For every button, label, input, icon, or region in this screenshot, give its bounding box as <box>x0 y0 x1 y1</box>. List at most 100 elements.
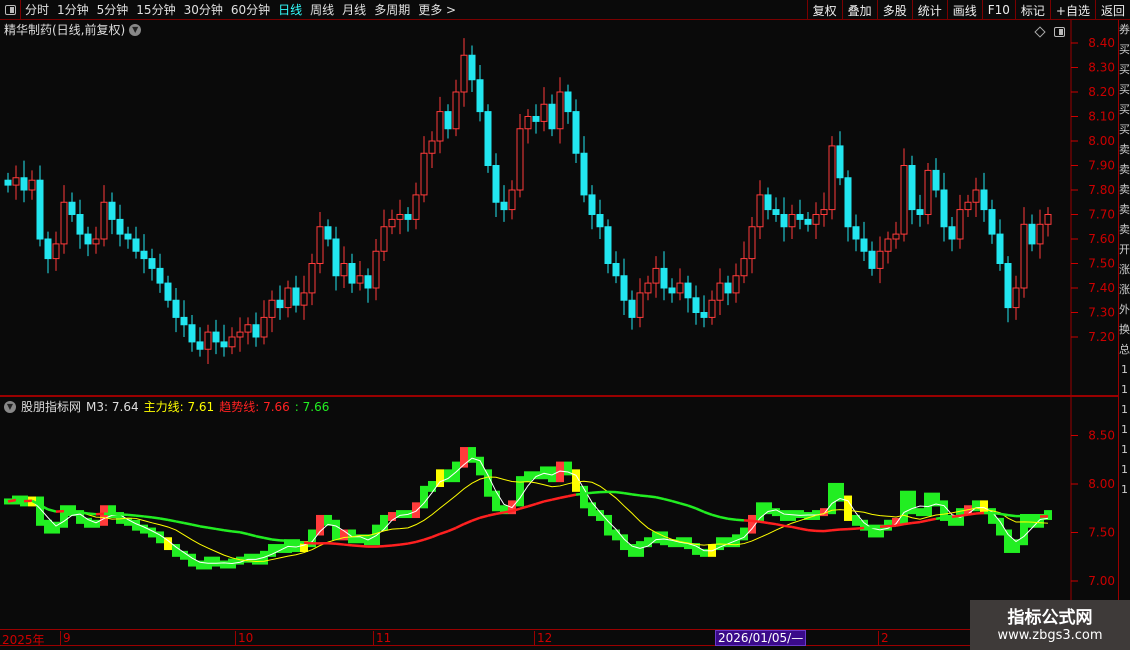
candle <box>820 209 828 216</box>
candle <box>908 165 916 211</box>
trend-line-segment <box>415 538 425 544</box>
indicator-block <box>804 512 812 520</box>
diamond-icon[interactable] <box>1034 26 1046 38</box>
indicator-name[interactable]: 股朋指标网 <box>21 400 82 414</box>
trend-line-segment <box>383 544 393 548</box>
indicator-legend: ▼ 股朋指标网 M3: 7.64 主力线: 7.61 趋势线: 7.66 : 7… <box>4 398 329 415</box>
indicator-block <box>236 556 244 565</box>
period-tab[interactable]: 30分钟 <box>183 3 223 17</box>
toolbar-button[interactable]: 复权 <box>806 0 842 20</box>
candle <box>636 292 644 318</box>
toolbar-button[interactable]: 多股 <box>876 0 912 20</box>
chevron-down-icon[interactable]: ▼ <box>129 23 142 36</box>
candle <box>852 226 860 240</box>
indicator-block <box>1004 529 1012 553</box>
period-tab[interactable]: 15分钟 <box>136 3 176 17</box>
trend-line-segment <box>391 543 401 547</box>
candle <box>300 292 308 306</box>
y-tick-label: 7.80 <box>1088 183 1115 197</box>
chevron-down-icon[interactable]: ▼ <box>4 400 16 413</box>
trend-line-segment <box>535 500 545 506</box>
candle <box>756 194 764 228</box>
period-tab[interactable]: 多周期 <box>374 3 411 17</box>
toolbar-button[interactable]: F10 <box>981 0 1015 20</box>
trend-line-segment <box>623 491 633 496</box>
toolbar-button[interactable]: 标记 <box>1014 0 1050 20</box>
candle <box>476 79 484 113</box>
candle <box>524 116 532 130</box>
period-tab[interactable]: 更多 > <box>418 3 457 17</box>
trend-line-segment <box>735 518 745 522</box>
trend-line-segment <box>487 512 497 517</box>
trend-line-segment <box>143 515 153 519</box>
period-tab[interactable]: 分时 <box>25 3 50 17</box>
indicator-block <box>196 560 204 570</box>
period-tab[interactable]: 1分钟 <box>57 3 89 17</box>
period-tab[interactable]: 60分钟 <box>230 3 271 17</box>
trend-line-segment <box>423 535 433 541</box>
indicator-block <box>628 544 636 557</box>
trend-line-segment <box>287 539 297 543</box>
candle <box>468 54 476 81</box>
trend-line-segment <box>775 522 785 528</box>
period-tab[interactable]: 周线 <box>310 3 335 17</box>
panel-toggle-icon[interactable] <box>0 0 21 20</box>
candle <box>1020 223 1028 289</box>
toolbar-buttons: 复权 叠加 多股 统计 画线 F10 标记 +自选 返回 <box>806 0 1130 20</box>
indicator-block <box>548 466 556 483</box>
toolbar-button[interactable]: 统计 <box>911 0 947 20</box>
candle <box>108 201 116 220</box>
trend-line-segment <box>687 504 697 510</box>
y-tick-label: 7.40 <box>1088 281 1115 295</box>
indicator-block <box>412 502 420 519</box>
candle <box>220 341 228 348</box>
trend-line-segment <box>503 509 513 514</box>
candle <box>572 111 580 154</box>
candle <box>580 152 588 196</box>
toolbar-button[interactable]: 画线 <box>946 0 982 20</box>
trend-line-segment <box>271 538 281 542</box>
trend-line-segment <box>39 504 49 511</box>
panel-toggle-icon[interactable] <box>1052 22 1066 42</box>
trend-line-segment <box>895 522 905 527</box>
candle <box>12 177 20 186</box>
candle <box>4 179 12 186</box>
candle <box>644 282 652 294</box>
candle <box>196 341 204 350</box>
indicator-block <box>724 537 732 548</box>
indicator-block <box>140 524 148 534</box>
toolbar-button[interactable]: 叠加 <box>841 0 877 20</box>
candle <box>212 331 220 343</box>
trend-line-segment <box>919 519 929 524</box>
candle <box>556 91 564 130</box>
side-strip-char: 买 <box>1119 63 1130 76</box>
candle <box>860 238 868 252</box>
date-axis: 2025年 9 10 11 12 2 2026/01/05/— <box>0 629 1130 647</box>
period-tab[interactable]: 5分钟 <box>96 3 129 17</box>
indicator-block <box>468 447 476 463</box>
candle <box>172 299 180 318</box>
period-tab[interactable]: 日线 <box>278 3 303 17</box>
indicator-block <box>108 505 116 519</box>
date-label-month: 2 <box>878 631 889 646</box>
candle <box>188 324 196 343</box>
period-tab[interactable]: 月线 <box>342 3 367 17</box>
indicator-block <box>156 531 164 544</box>
trend-line-segment <box>759 520 769 525</box>
candle <box>884 238 892 252</box>
trend-line-segment <box>247 532 257 538</box>
candle <box>804 218 812 225</box>
candle <box>252 324 260 338</box>
trend-line-segment <box>767 521 777 526</box>
candle <box>388 218 396 228</box>
y-tick-label: 8.40 <box>1088 36 1115 50</box>
trend-line-segment <box>711 513 721 519</box>
indicator-block <box>268 544 276 557</box>
toolbar-button[interactable]: +自选 <box>1049 0 1095 20</box>
candle <box>236 331 244 338</box>
indicator-block <box>380 514 388 531</box>
trend-line-segment <box>207 526 217 531</box>
toolbar-button[interactable]: 返回 <box>1094 0 1130 20</box>
